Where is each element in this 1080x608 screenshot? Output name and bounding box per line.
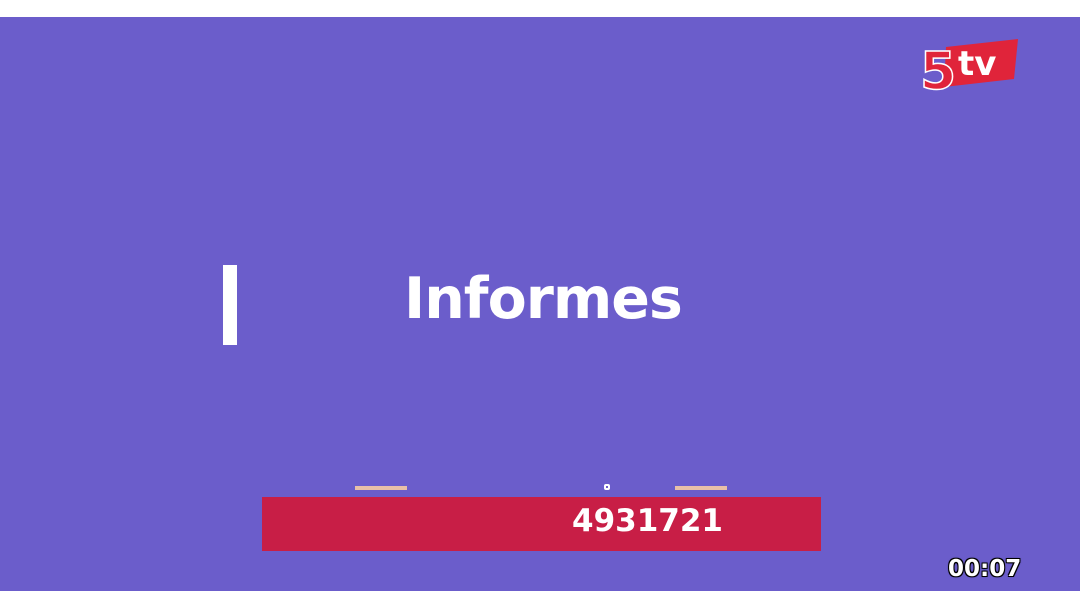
elapsed-time: 00:07	[948, 556, 1022, 582]
logo-letters: tv	[958, 44, 996, 84]
decorative-dash-left	[355, 486, 407, 490]
slide-title: Informes	[404, 266, 683, 332]
video-frame: 5 tv Informes 4931721 00:07	[0, 17, 1080, 591]
accent-vertical-bar	[223, 265, 237, 345]
logo-digit: 5	[920, 42, 956, 95]
logo-banner-shape	[944, 39, 1018, 87]
channel-logo: 5 tv	[919, 39, 1018, 95]
decorative-dash-right	[675, 486, 727, 490]
contact-banner	[262, 497, 821, 551]
phone-number: 4931721	[572, 503, 723, 539]
decorative-dot	[604, 484, 610, 490]
